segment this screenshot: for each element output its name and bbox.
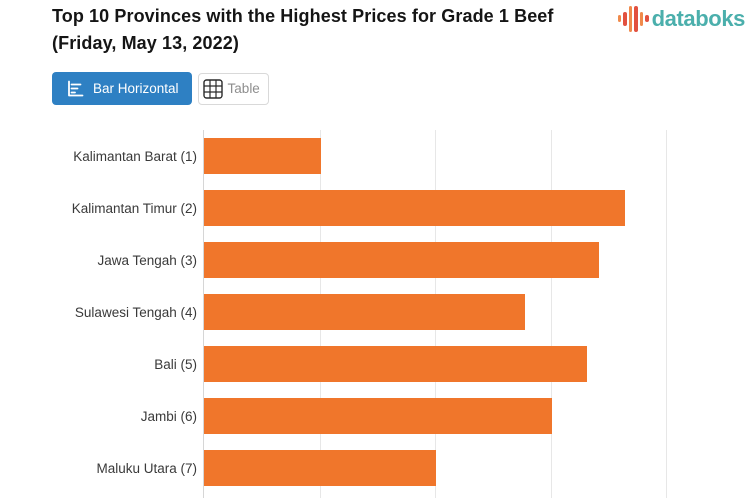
category-label: Kalimantan Barat (1) [73,148,197,164]
databoks-logo-text: databoks [651,5,746,31]
bar[interactable] [204,398,553,434]
category-label: Maluku Utara (7) [96,460,197,476]
bar-horizontal-button[interactable]: Bar Horizontal [52,72,192,105]
bar-horizontal-button-label: Bar Horizontal [93,81,179,96]
bar[interactable] [204,190,625,226]
category-label: Jambi (6) [140,408,197,424]
page-title: Top 10 Provinces with the Highest Prices… [52,3,554,57]
category-label: Sulawesi Tengah (4) [74,304,197,320]
databoks-logo[interactable]: databoks [617,5,746,32]
bar[interactable] [204,450,437,486]
bar[interactable] [204,242,599,278]
table-button[interactable]: Table [197,72,269,105]
plot-area [203,130,753,498]
gridline [550,130,552,498]
y-axis-line [203,130,204,498]
category-label: Jawa Tengah (3) [97,252,197,268]
category-axis: Kalimantan Barat (1) Kalimantan Timur (2)… [0,130,197,498]
table-icon [202,78,223,99]
bar-horizontal-icon [68,80,84,96]
databoks-pulse-icon [617,5,649,32]
view-toggle-group: Bar Horizontal Table [52,72,269,105]
category-label: Bali (5) [154,356,197,372]
page-title-line1: Top 10 Provinces with the Highest Prices… [52,6,554,26]
bar[interactable] [204,294,526,330]
bar[interactable] [204,346,587,382]
gridline [666,130,668,498]
category-label: Kalimantan Timur (2) [71,200,197,216]
table-button-label: Table [227,81,260,96]
bar[interactable] [204,138,322,174]
horizontal-bar-chart: Kalimantan Barat (1) Kalimantan Timur (2)… [0,130,753,498]
page-title-line2: (Friday, May 13, 2022) [52,33,239,53]
